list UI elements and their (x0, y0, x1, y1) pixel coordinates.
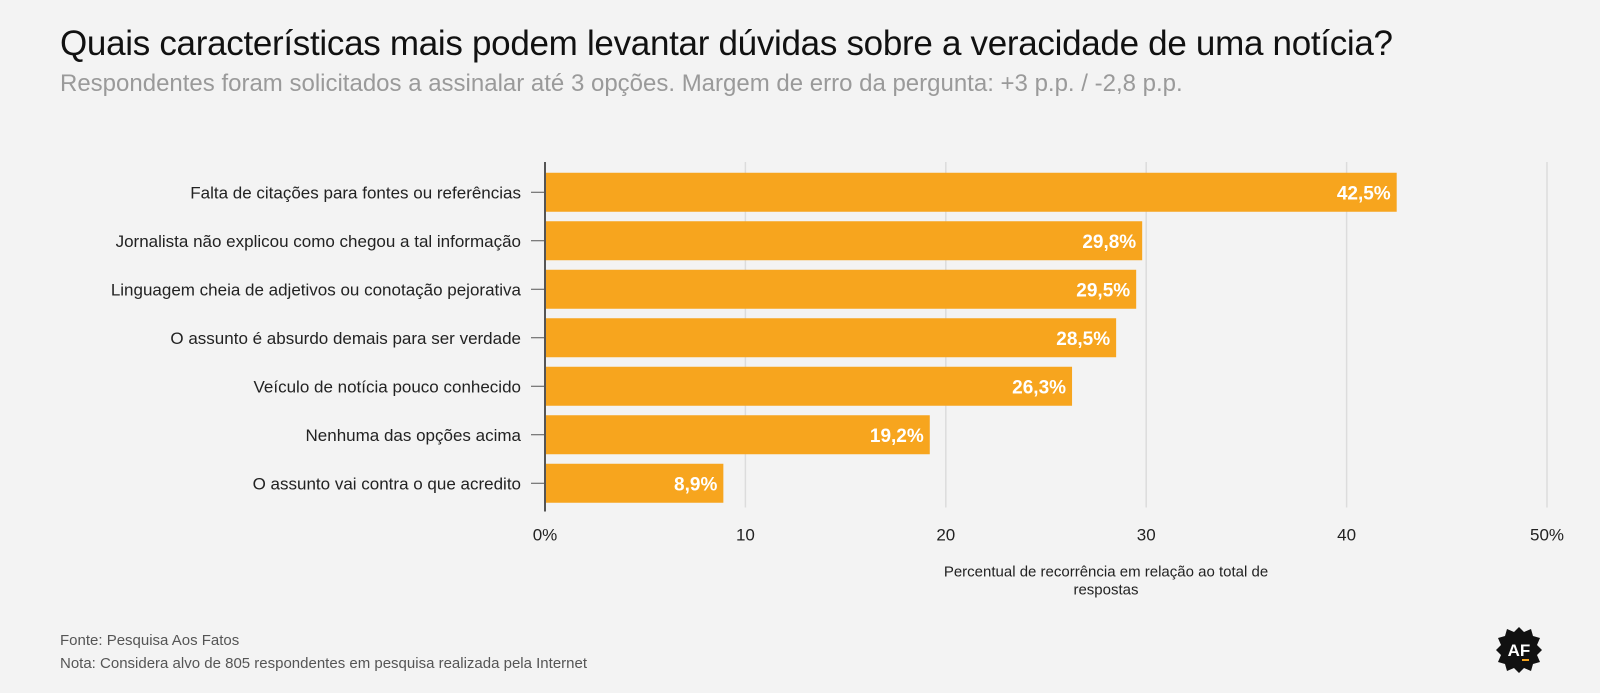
x-tick-label: 20 (936, 526, 955, 545)
bar (545, 366, 1073, 406)
x-axis-title-line-2: respostas (1073, 582, 1138, 599)
bar (545, 172, 1397, 212)
category-label: Nenhuma das opções acima (306, 426, 522, 445)
category-label: Linguagem cheia de adjetivos ou conotaçã… (111, 280, 522, 299)
x-tick-label: 0% (533, 526, 558, 545)
category-labels: Falta de citações para fontes ou referên… (111, 183, 545, 493)
bar-value-label: 19,2% (870, 426, 924, 447)
bar (545, 269, 1137, 309)
x-tick-label: 40 (1337, 526, 1356, 545)
bar-value-label: 42,5% (1337, 183, 1391, 204)
x-tick-label: 10 (736, 526, 755, 545)
category-label: Falta de citações para fontes ou referên… (190, 183, 521, 202)
bars: 42,5% 29,8% 29,5% 28,5% 26,3% 19,2% 8,9% (545, 172, 1397, 503)
methodology-note: Nota: Considera alvo de 805 respondentes… (60, 655, 588, 672)
source-note: Fonte: Pesquisa Aos Fatos (60, 632, 240, 649)
bar-value-label: 29,8% (1082, 232, 1136, 253)
logo-text: AF (1508, 641, 1531, 660)
category-label: Veículo de notícia pouco conhecido (254, 377, 521, 396)
bar-value-label: 28,5% (1056, 329, 1110, 350)
aos-fatos-logo-icon: AF (1496, 627, 1542, 673)
chart-subtitle: Respondentes foram solicitados a assinal… (60, 70, 1183, 97)
x-axis-title-line-1: Percentual de recorrência em relação ao … (944, 564, 1268, 581)
category-label: O assunto vai contra o que acredito (253, 474, 521, 493)
logo-badge (1496, 627, 1542, 673)
x-tick-label: 30 (1137, 526, 1156, 545)
category-label: Jornalista não explicou como chegou a ta… (116, 232, 521, 251)
bar (545, 318, 1117, 358)
bar-chart: 42,5% 29,8% 29,5% 28,5% 26,3% 19,2% 8,9% Falta… (111, 162, 1564, 599)
x-tick-label: 50% (1530, 526, 1564, 545)
bar (545, 415, 930, 455)
bar-value-label: 26,3% (1012, 377, 1066, 398)
bar (545, 463, 724, 503)
category-label: O assunto é absurdo demais para ser verd… (170, 329, 521, 348)
logo-accent (1522, 659, 1529, 661)
bar (545, 221, 1143, 261)
bar-value-label: 8,9% (674, 474, 717, 495)
bar-value-label: 29,5% (1076, 280, 1130, 301)
chart-title: Quais características mais podem levanta… (60, 24, 1393, 63)
x-axis-ticks: 0% 10 20 30 40 50% (533, 526, 1564, 545)
